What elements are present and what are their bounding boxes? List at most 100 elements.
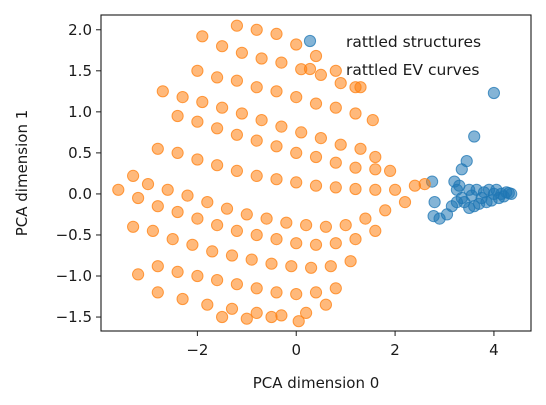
point-series-1-116 bbox=[329, 282, 342, 295]
point-series-1-91 bbox=[329, 237, 342, 250]
point-series-1-114 bbox=[290, 288, 303, 301]
point-series-1-54 bbox=[230, 164, 243, 177]
point-series-1-127 bbox=[265, 310, 278, 324]
point-series-1-88 bbox=[270, 233, 283, 246]
point-series-1-14 bbox=[334, 77, 347, 90]
point-series-1-108 bbox=[171, 265, 184, 278]
point-series-1-45 bbox=[309, 150, 323, 164]
point-series-1-110 bbox=[211, 274, 224, 287]
point-series-1-30 bbox=[235, 107, 248, 120]
point-series-1-62 bbox=[389, 183, 402, 196]
point-series-1-9 bbox=[235, 46, 248, 59]
point-series-1-25 bbox=[366, 114, 379, 127]
x-tick-label-3: 4 bbox=[489, 341, 499, 359]
point-series-1-112 bbox=[250, 282, 263, 295]
legend-marker-rattled-ev-curves bbox=[303, 62, 317, 76]
point-series-1-40 bbox=[211, 122, 224, 135]
point-series-1-35 bbox=[334, 138, 347, 151]
point-series-1-23 bbox=[329, 101, 342, 114]
point-series-1-68 bbox=[181, 189, 194, 202]
point-series-1-61 bbox=[369, 183, 382, 196]
point-series-1-98 bbox=[206, 245, 219, 258]
point-series-1-3 bbox=[290, 38, 303, 51]
point-series-1-64 bbox=[418, 178, 431, 191]
point-series-1-65 bbox=[127, 169, 140, 182]
legend: rattled structures rattled EV curves bbox=[303, 33, 481, 79]
point-series-1-32 bbox=[275, 120, 288, 133]
point-series-1-99 bbox=[225, 249, 239, 262]
point-series-1-79 bbox=[398, 196, 412, 209]
point-series-1-103 bbox=[305, 261, 318, 274]
point-series-1-56 bbox=[270, 173, 283, 186]
point-series-1-31 bbox=[255, 114, 268, 127]
point-series-1-96 bbox=[166, 233, 179, 246]
point-series-1-21 bbox=[290, 91, 303, 104]
point-series-1-52 bbox=[191, 153, 204, 166]
point-series-1-8 bbox=[216, 40, 229, 53]
point-series-1-7 bbox=[196, 30, 209, 43]
point-series-1-53 bbox=[211, 159, 224, 172]
y-tick-label-1: −1.0 bbox=[56, 267, 92, 285]
point-series-0-33 bbox=[465, 189, 478, 202]
point-series-0-6 bbox=[428, 196, 441, 209]
point-series-1-29 bbox=[216, 101, 229, 114]
point-series-1-76 bbox=[339, 219, 352, 232]
point-series-1-122 bbox=[275, 309, 288, 322]
point-series-1-106 bbox=[132, 268, 145, 281]
point-series-1-60 bbox=[349, 182, 362, 196]
point-series-1-17 bbox=[211, 71, 224, 84]
point-series-1-67 bbox=[161, 183, 174, 196]
point-series-1-57 bbox=[290, 176, 303, 189]
point-series-1-90 bbox=[309, 238, 323, 251]
point-series-1-42 bbox=[250, 134, 263, 147]
point-series-0-0 bbox=[487, 86, 500, 100]
point-series-1-102 bbox=[285, 260, 298, 273]
point-series-1-125 bbox=[216, 310, 229, 324]
point-series-1-126 bbox=[240, 312, 253, 325]
point-series-1-50 bbox=[151, 142, 164, 155]
ticks-layer: −2 0 2 4 −1.5 −1.0 −0.5 0.0 0.5 1.0 1.5 2.0 bbox=[56, 21, 499, 359]
y-axis-label: PCA dimension 1 bbox=[13, 110, 31, 237]
legend-marker-rattled-structures bbox=[303, 34, 317, 48]
x-tick-label-0: −2 bbox=[186, 341, 208, 359]
point-series-1-97 bbox=[186, 238, 199, 251]
point-series-1-15 bbox=[354, 81, 367, 94]
point-series-0-34 bbox=[455, 191, 468, 205]
point-series-1-49 bbox=[384, 164, 397, 177]
point-series-1-80 bbox=[112, 183, 125, 196]
x-axis-label: PCA dimension 0 bbox=[253, 374, 380, 392]
point-series-1-47 bbox=[349, 161, 362, 174]
legend-label-rattled-ev-curves: rattled EV curves bbox=[346, 61, 479, 79]
point-series-1-117 bbox=[151, 286, 164, 299]
point-series-1-5 bbox=[329, 64, 342, 77]
point-series-1-59 bbox=[329, 181, 342, 194]
point-series-1-115 bbox=[309, 286, 323, 299]
point-series-1-71 bbox=[240, 208, 253, 221]
point-series-1-73 bbox=[280, 216, 293, 229]
point-series-1-118 bbox=[176, 292, 189, 306]
point-series-1-104 bbox=[324, 260, 337, 273]
point-series-1-10 bbox=[255, 52, 268, 65]
point-series-1-1 bbox=[250, 23, 263, 36]
point-series-1-120 bbox=[225, 302, 239, 315]
y-tick-label-6: 1.5 bbox=[68, 62, 92, 80]
point-series-1-37 bbox=[369, 150, 382, 164]
point-series-1-39 bbox=[191, 115, 204, 128]
point-series-1-55 bbox=[250, 169, 263, 182]
point-series-1-4 bbox=[309, 49, 323, 63]
point-series-1-46 bbox=[329, 156, 342, 169]
x-tick-label-2: 2 bbox=[390, 341, 400, 359]
point-series-1-11 bbox=[275, 56, 288, 69]
point-series-1-100 bbox=[245, 253, 258, 266]
y-tick-label-3: 0.0 bbox=[68, 185, 92, 203]
point-series-1-26 bbox=[156, 85, 169, 98]
point-series-1-81 bbox=[132, 191, 145, 205]
point-series-1-86 bbox=[230, 224, 243, 237]
point-series-1-22 bbox=[309, 97, 323, 110]
point-series-1-19 bbox=[250, 81, 263, 94]
point-series-1-24 bbox=[349, 107, 362, 120]
point-series-1-94 bbox=[127, 220, 140, 233]
point-series-1-18 bbox=[230, 74, 243, 87]
point-series-1-66 bbox=[141, 178, 155, 191]
